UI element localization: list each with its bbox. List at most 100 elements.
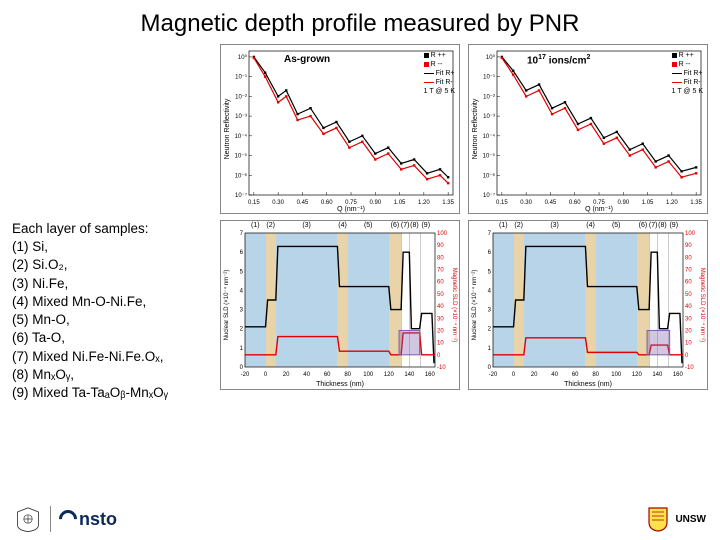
svg-text:0.15: 0.15 [248, 200, 260, 206]
svg-text:Neutron Reflectivity: Neutron Reflectivity [472, 98, 479, 159]
svg-text:40: 40 [437, 304, 444, 310]
reflectivity-row: As-grown R ++ R -- Fit R+ Fit R- 1 T @ 5… [0, 44, 720, 214]
svg-text:0.30: 0.30 [520, 200, 532, 206]
footer-right: UNSW [647, 506, 706, 532]
svg-text:60: 60 [685, 280, 692, 286]
svg-text:0.30: 0.30 [272, 200, 284, 206]
svg-text:0: 0 [264, 372, 268, 378]
footer-divider [50, 506, 51, 532]
layer-item: (1) Si, [12, 238, 214, 256]
svg-text:60: 60 [324, 372, 331, 378]
svg-text:0: 0 [437, 353, 441, 359]
svg-text:7: 7 [488, 231, 492, 237]
svg-text:0.15: 0.15 [496, 200, 508, 206]
svg-text:10⁻⁶: 10⁻⁶ [483, 172, 496, 179]
svg-text:30: 30 [437, 316, 444, 322]
layer-item: (2) Si.O₂, [12, 256, 214, 274]
svg-text:10⁻⁶: 10⁻⁶ [235, 172, 248, 179]
svg-text:20: 20 [531, 372, 538, 378]
svg-text:160: 160 [425, 372, 436, 378]
svg-text:80: 80 [344, 372, 351, 378]
svg-text:10⁻⁴: 10⁻⁴ [235, 133, 248, 140]
svg-text:60: 60 [572, 372, 579, 378]
ansto-text: nsto [79, 509, 117, 530]
svg-text:1: 1 [488, 346, 492, 352]
svg-text:0.60: 0.60 [321, 200, 333, 206]
svg-text:10⁻⁷: 10⁻⁷ [235, 192, 247, 199]
svg-text:80: 80 [437, 255, 444, 261]
svg-text:60: 60 [437, 280, 444, 286]
svg-text:5: 5 [240, 269, 244, 275]
svg-text:Nuclear SLD (×10⁻⁴ nm⁻²): Nuclear SLD (×10⁻⁴ nm⁻²) [223, 270, 230, 341]
svg-text:50: 50 [685, 292, 692, 298]
layer-list: Each layer of samples: (1) Si, (2) Si.O₂… [12, 220, 214, 402]
svg-text:100: 100 [611, 372, 622, 378]
svg-text:0.90: 0.90 [617, 200, 629, 206]
svg-text:100: 100 [685, 231, 696, 237]
svg-text:6: 6 [240, 250, 244, 256]
svg-text:120: 120 [384, 372, 395, 378]
svg-text:0: 0 [512, 372, 516, 378]
svg-text:120: 120 [632, 372, 643, 378]
svg-text:20: 20 [437, 328, 444, 334]
svg-text:0.45: 0.45 [545, 200, 557, 206]
svg-text:10⁻²: 10⁻² [483, 94, 495, 100]
svg-text:40: 40 [303, 372, 310, 378]
svg-text:80: 80 [592, 372, 599, 378]
svg-text:7: 7 [240, 231, 244, 237]
unsw-crest-icon [647, 506, 669, 532]
svg-text:0.90: 0.90 [369, 200, 381, 206]
svg-text:70: 70 [437, 268, 444, 274]
svg-text:Thickness (nm): Thickness (nm) [564, 381, 612, 388]
layer-item: (7) Mixed Ni.Fe-Ni.Fe.Oₓ, [12, 348, 214, 366]
svg-text:1.20: 1.20 [666, 200, 678, 206]
layer-item: (5) Mn-O, [12, 311, 214, 329]
australian-gov-crest-icon [14, 505, 42, 533]
layer-item: (3) Ni.Fe, [12, 275, 214, 293]
svg-text:10⁻¹: 10⁻¹ [483, 75, 495, 81]
svg-text:-10: -10 [437, 365, 446, 371]
svg-text:-10: -10 [685, 365, 694, 371]
layer-item: (9) Mixed Ta-TaₐOᵦ-MnₓOᵧ [12, 384, 214, 402]
svg-text:140: 140 [652, 372, 663, 378]
svg-text:Q (nm⁻¹): Q (nm⁻¹) [337, 206, 365, 213]
svg-text:0.45: 0.45 [297, 200, 309, 206]
svg-text:40: 40 [551, 372, 558, 378]
svg-text:Nuclear SLD (×10⁻⁴ nm⁻²): Nuclear SLD (×10⁻⁴ nm⁻²) [471, 270, 478, 341]
svg-text:2: 2 [488, 327, 492, 333]
sld-chart-asgrown: (1)(2)(3)(4)(5)(6)(7)(8)(9)01234567-1001… [220, 220, 460, 390]
svg-text:10: 10 [437, 341, 444, 347]
svg-text:10⁻⁵: 10⁻⁵ [483, 153, 496, 160]
svg-text:-20: -20 [241, 372, 250, 378]
reflectivity-chart-asgrown: As-grown R ++ R -- Fit R+ Fit R- 1 T @ 5… [220, 44, 460, 214]
svg-text:160: 160 [673, 372, 684, 378]
svg-text:80: 80 [685, 255, 692, 261]
svg-text:30: 30 [685, 316, 692, 322]
svg-text:0: 0 [685, 353, 689, 359]
svg-text:4: 4 [240, 288, 244, 294]
svg-text:10⁻⁷: 10⁻⁷ [483, 192, 495, 199]
svg-text:10⁻⁵: 10⁻⁵ [235, 153, 248, 160]
svg-text:50: 50 [437, 292, 444, 298]
footer-left: nsto [14, 505, 117, 533]
svg-text:0.60: 0.60 [569, 200, 581, 206]
svg-text:Magnetic SLD (×10⁻⁴ nm⁻²): Magnetic SLD (×10⁻⁴ nm⁻²) [699, 268, 706, 342]
svg-text:2: 2 [240, 327, 244, 333]
ansto-arc-icon [55, 506, 80, 531]
svg-text:3: 3 [240, 308, 244, 314]
layer-heading: Each layer of samples: [12, 220, 214, 238]
svg-text:-20: -20 [489, 372, 498, 378]
svg-text:Neutron Reflectivity: Neutron Reflectivity [224, 98, 231, 159]
svg-text:10⁻⁴: 10⁻⁴ [483, 133, 496, 140]
svg-text:4: 4 [488, 288, 492, 294]
svg-text:140: 140 [404, 372, 415, 378]
svg-text:Q (nm⁻¹): Q (nm⁻¹) [585, 206, 613, 213]
footer: nsto UNSW [0, 498, 720, 540]
svg-text:10⁻¹: 10⁻¹ [235, 75, 247, 81]
svg-text:20: 20 [283, 372, 290, 378]
svg-text:90: 90 [437, 243, 444, 249]
svg-text:10⁰: 10⁰ [238, 54, 248, 61]
svg-text:Thickness (nm): Thickness (nm) [316, 381, 364, 388]
page-title: Magnetic depth profile measured by PNR [0, 0, 720, 44]
svg-text:10: 10 [685, 341, 692, 347]
